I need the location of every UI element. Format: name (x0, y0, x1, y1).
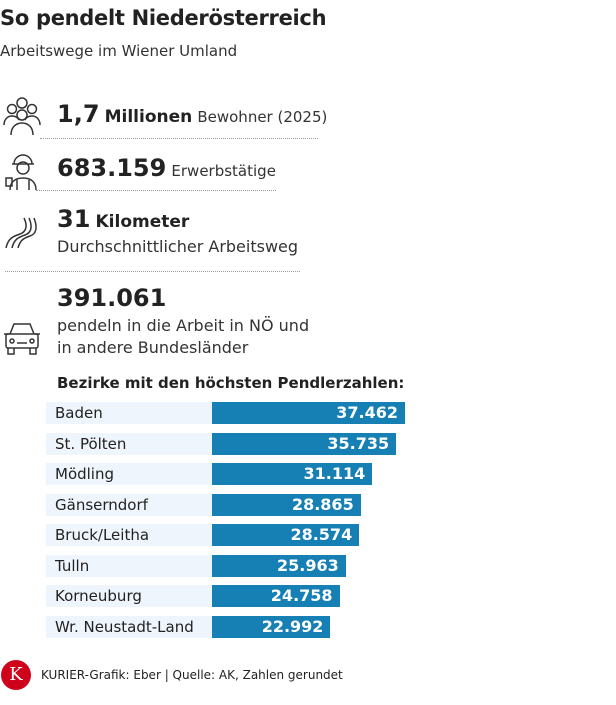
fact-text: pendeln in die Arbeit in NÖ und (57, 316, 310, 335)
bar-row: Bruck/Leitha 28.574 (46, 524, 426, 546)
subtitle: Arbeitswege im Wiener Umland (0, 42, 238, 60)
category-label: Baden (46, 402, 212, 424)
bar-row: Korneuburg 24.758 (46, 585, 426, 607)
fact-value: 31 (57, 205, 91, 233)
category-label: Tulln (46, 554, 212, 577)
worker-icon (5, 154, 37, 190)
category-label: Gänserndorf (46, 493, 212, 516)
bar (212, 615, 331, 638)
value-label: 25.963 (277, 555, 339, 575)
value-label: 28.865 (291, 494, 354, 514)
fact-value: 1,7 (57, 100, 100, 128)
value-label: 24.758 (270, 586, 333, 605)
bar (212, 402, 405, 424)
bar (212, 554, 346, 577)
bar (212, 493, 361, 516)
chart-title: Bezirke mit den höchsten Pendlerzahlen: (57, 374, 405, 392)
divider (36, 190, 276, 191)
value-label: 37.462 (336, 403, 398, 422)
value-label: 35.735 (327, 433, 390, 453)
fact-text: Erwerbstätige (171, 162, 276, 180)
people-group-icon (3, 97, 41, 135)
bar (212, 432, 397, 455)
divider (40, 138, 318, 139)
page-title: So pendelt Niederösterreich (0, 6, 327, 30)
bar-row: Mödling 31.114 (46, 463, 426, 485)
fact-unit: Kilometer (95, 212, 190, 232)
fact-commuters-value: 391.061 (57, 284, 167, 312)
divider (5, 271, 300, 272)
bar (212, 585, 340, 607)
bar-row: Baden 37.462 (46, 402, 426, 424)
fact-unit: Millionen (104, 107, 193, 127)
bar (212, 524, 360, 546)
fact-residents: 1,7 Millionen Bewohner (2025) (57, 100, 327, 128)
fact-text: in andere Bundesländer (57, 338, 249, 357)
value-label: 31.114 (303, 464, 366, 483)
footer-source: KURIER-Grafik: Eber | Quelle: AK, Zahlen… (41, 668, 343, 682)
fact-text: Bewohner (2025) (197, 108, 328, 126)
category-label: Wr. Neustadt-Land (46, 615, 212, 638)
fact-employed: 683.159 Erwerbstätige (57, 154, 276, 182)
road-icon (5, 217, 37, 249)
bar-row: Wr. Neustadt-Land 22.992 (46, 615, 426, 638)
value-label: 28.574 (290, 525, 353, 544)
bar-row: Gänserndorf 28.865 (46, 493, 426, 516)
category-label: Mödling (46, 463, 212, 485)
category-label: St. Pölten (46, 432, 212, 455)
category-label: Bruck/Leitha (46, 524, 212, 546)
bar (212, 463, 373, 485)
value-label: 22.992 (261, 616, 324, 636)
kurier-logo: K (1, 660, 31, 690)
bar-row: Tulln 25.963 (46, 554, 426, 577)
car-icon (4, 323, 40, 355)
fact-distance: 31 Kilometer (57, 205, 189, 233)
fact-value: 683.159 (57, 154, 167, 182)
category-label: Korneuburg (46, 585, 212, 607)
bar-row: St. Pölten 35.735 (46, 432, 426, 455)
fact-text: Durchschnittlicher Arbeitsweg (57, 237, 299, 256)
